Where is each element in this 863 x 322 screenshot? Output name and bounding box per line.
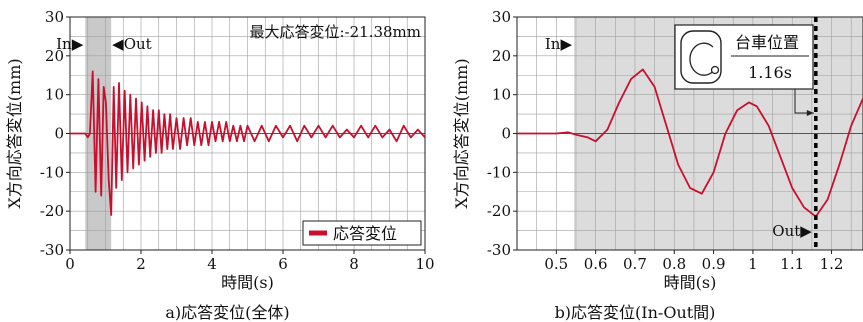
y-tick-label: 10	[45, 86, 64, 104]
max-response-annotation: 最大応答変位:-21.38mm	[249, 23, 421, 41]
y-tick-label: 20	[45, 47, 64, 65]
cart-time-label: 1.16s	[748, 63, 792, 82]
in-marker: In▶	[545, 35, 573, 53]
y-tick-label: 0	[501, 125, 511, 143]
out-marker: Out▶	[772, 222, 812, 240]
y-tick-label: -30	[40, 241, 64, 259]
cart-position-label: 台車位置	[735, 33, 799, 52]
in-marker: In▶	[56, 35, 84, 53]
legend-label: 応答変位	[333, 224, 397, 243]
series-line-0	[70, 70, 425, 216]
y-tick-label: -10	[487, 163, 511, 181]
x-tick-label: 0	[65, 255, 75, 273]
x-axis-label: 時間(s)	[221, 273, 274, 292]
x-tick-label: 8	[349, 255, 359, 273]
y-tick-label: -20	[40, 202, 64, 220]
x-tick-label: 4	[207, 255, 217, 273]
cart-dot-icon	[710, 65, 720, 75]
y-axis-label: X方向応答変位(mm)	[452, 58, 471, 208]
y-tick-label: 10	[492, 86, 511, 104]
y-tick-label: 30	[45, 8, 64, 26]
x-axis-label: 時間(s)	[664, 273, 717, 292]
series-line-0	[517, 68, 863, 218]
y-tick-label: 0	[54, 125, 64, 143]
cart-position-box	[674, 24, 814, 90]
y-tick-label: -10	[40, 163, 64, 181]
track-outer-icon	[680, 30, 722, 84]
x-tick-label: 0.6	[584, 255, 608, 273]
y-tick-label: -30	[487, 241, 511, 259]
track-spiral-icon	[680, 30, 722, 84]
x-tick-label: 6	[278, 255, 288, 273]
x-tick-label: 1.1	[780, 255, 804, 273]
x-tick-label: 1	[748, 255, 758, 273]
x-tick-label: 2	[136, 255, 146, 273]
y-axis-label: X方向応答変位(mm)	[5, 58, 24, 208]
track-inner-icon	[689, 42, 716, 76]
x-tick-label: 0.7	[623, 255, 647, 273]
x-tick-label: 0.8	[662, 255, 686, 273]
y-tick-label: 30	[492, 8, 511, 26]
chart-b-in-out: 30 20 10 0 -10 -20 -30 0.5 0.6 0.7 0.8 0.9 1 1.1 1.2 時間…	[452, 8, 863, 322]
x-tick-label: 0.5	[544, 255, 568, 273]
y-tick-label: -20	[487, 202, 511, 220]
x-tick-label: 1.2	[820, 255, 844, 273]
x-tick-label: 0.9	[702, 255, 726, 273]
figure-caption: a)応答変位(全体)	[165, 303, 289, 322]
x-tick-label: 10	[415, 255, 434, 273]
out-marker: ◀Out	[112, 35, 152, 53]
figure-caption: b)応答変位(In-Out間)	[555, 303, 716, 322]
legend: 応答変位	[302, 220, 422, 246]
cart-pointer-arrow	[806, 110, 814, 116]
y-tick-label: 20	[492, 47, 511, 65]
